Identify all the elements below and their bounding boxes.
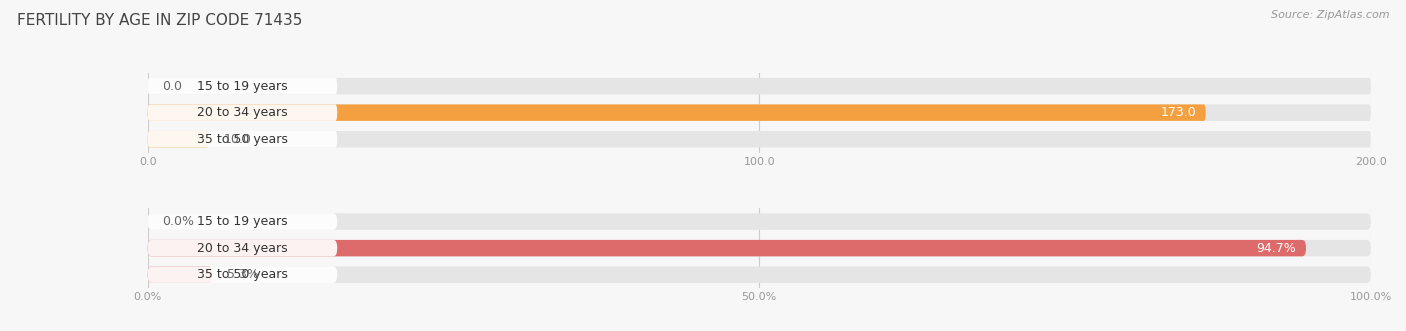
Text: 35 to 50 years: 35 to 50 years (197, 268, 288, 281)
FancyBboxPatch shape (148, 240, 337, 257)
Text: 5.3%: 5.3% (228, 268, 259, 281)
FancyBboxPatch shape (148, 240, 1371, 257)
FancyBboxPatch shape (148, 131, 208, 147)
Text: 0.0: 0.0 (162, 79, 183, 93)
Text: 15 to 19 years: 15 to 19 years (197, 79, 288, 93)
FancyBboxPatch shape (148, 266, 212, 283)
FancyBboxPatch shape (148, 104, 1206, 121)
Text: 173.0: 173.0 (1160, 106, 1197, 119)
FancyBboxPatch shape (148, 104, 1371, 121)
FancyBboxPatch shape (148, 266, 1371, 283)
Text: 35 to 50 years: 35 to 50 years (197, 133, 288, 146)
Text: Source: ZipAtlas.com: Source: ZipAtlas.com (1271, 10, 1389, 20)
FancyBboxPatch shape (148, 78, 1371, 94)
FancyBboxPatch shape (148, 78, 337, 94)
FancyBboxPatch shape (148, 104, 337, 121)
Text: 20 to 34 years: 20 to 34 years (197, 106, 288, 119)
FancyBboxPatch shape (148, 213, 337, 230)
FancyBboxPatch shape (148, 131, 1371, 147)
Text: FERTILITY BY AGE IN ZIP CODE 71435: FERTILITY BY AGE IN ZIP CODE 71435 (17, 13, 302, 28)
FancyBboxPatch shape (148, 213, 1371, 230)
FancyBboxPatch shape (148, 266, 337, 283)
Text: 15 to 19 years: 15 to 19 years (197, 215, 288, 228)
FancyBboxPatch shape (148, 240, 1306, 257)
Text: 20 to 34 years: 20 to 34 years (197, 242, 288, 255)
FancyBboxPatch shape (148, 131, 337, 147)
Text: 0.0%: 0.0% (162, 215, 194, 228)
Text: 10.0: 10.0 (224, 133, 252, 146)
Text: 94.7%: 94.7% (1257, 242, 1296, 255)
